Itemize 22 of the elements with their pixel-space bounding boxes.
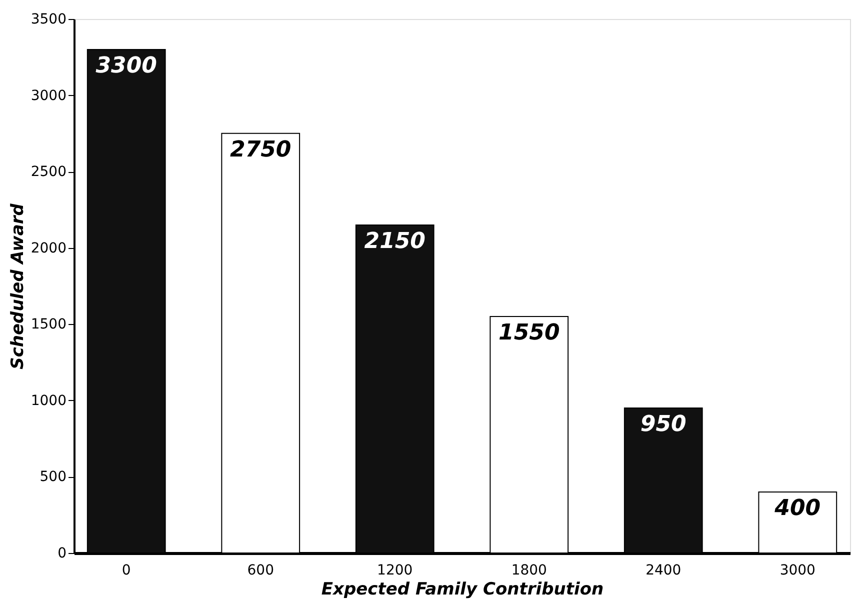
x-tick-label: 0 xyxy=(122,562,131,578)
data-label: 2750 xyxy=(230,137,292,162)
data-label: 3300 xyxy=(96,54,157,79)
x-tick-label: 1800 xyxy=(511,562,547,578)
y-tick-label: 2500 xyxy=(30,164,66,180)
x-axis-title: Expected Family Contribution xyxy=(321,580,604,600)
y-tick-label: 3500 xyxy=(30,12,66,28)
x-tick-label: 600 xyxy=(247,562,274,578)
data-label: 1550 xyxy=(498,320,560,346)
x-tick-label: 1200 xyxy=(377,562,413,578)
data-label: 400 xyxy=(774,496,821,521)
y-axis-title: Scheduled Award xyxy=(8,202,28,370)
y-tick-label: 1500 xyxy=(30,316,66,333)
y-tick-label: 1000 xyxy=(30,392,66,409)
data-label: 950 xyxy=(640,412,686,438)
y-tick-label: 0 xyxy=(58,546,66,562)
y-tick-label: 500 xyxy=(40,469,66,486)
data-label: 2150 xyxy=(364,228,426,254)
y-tick-label: 3000 xyxy=(30,88,66,104)
x-tick-label: 3000 xyxy=(780,562,816,578)
x-tick-label: 2400 xyxy=(646,562,682,578)
y-tick-label: 2000 xyxy=(30,240,66,256)
